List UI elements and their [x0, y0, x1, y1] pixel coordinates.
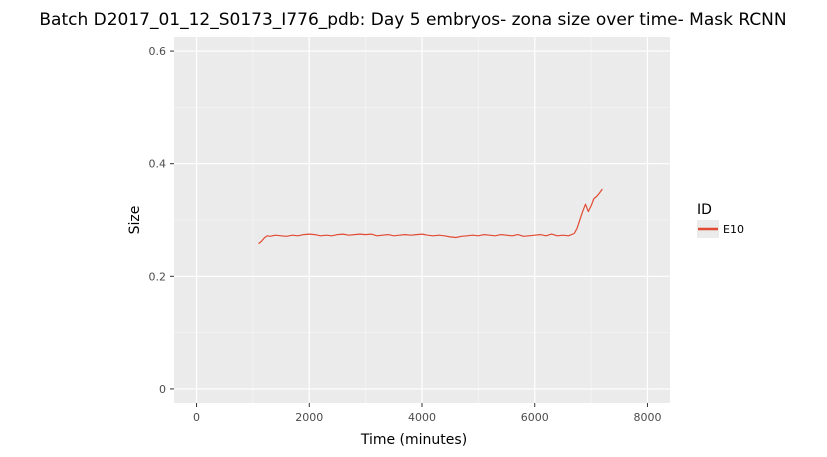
- y-tick-label: 0.4: [149, 158, 167, 171]
- y-tick-label: 0: [159, 383, 166, 396]
- legend: ID E10: [697, 202, 744, 238]
- series-line-e10: [258, 188, 603, 245]
- grid-major: [174, 37, 670, 403]
- x-tick-label: 0: [193, 411, 200, 424]
- y-tick-label: 0.2: [149, 270, 167, 283]
- y-axis-title: Size: [127, 206, 143, 235]
- x-axis-ticks: 0 2000 4000 6000 8000: [193, 403, 661, 424]
- series-layer: [258, 188, 603, 245]
- legend-label-e10: E10: [723, 223, 744, 236]
- x-tick-label: 6000: [521, 411, 549, 424]
- chart-title: Batch D2017_01_12_S0173_I776_pdb: Day 5 …: [39, 10, 786, 30]
- y-axis-ticks: 0 0.2 0.4 0.6: [149, 45, 174, 396]
- x-tick-label: 4000: [408, 411, 436, 424]
- x-axis-title: Time (minutes): [360, 432, 467, 448]
- legend-title: ID: [697, 202, 712, 218]
- x-tick-label: 8000: [633, 411, 661, 424]
- y-tick-label: 0.6: [149, 45, 167, 58]
- x-tick-label: 2000: [295, 411, 323, 424]
